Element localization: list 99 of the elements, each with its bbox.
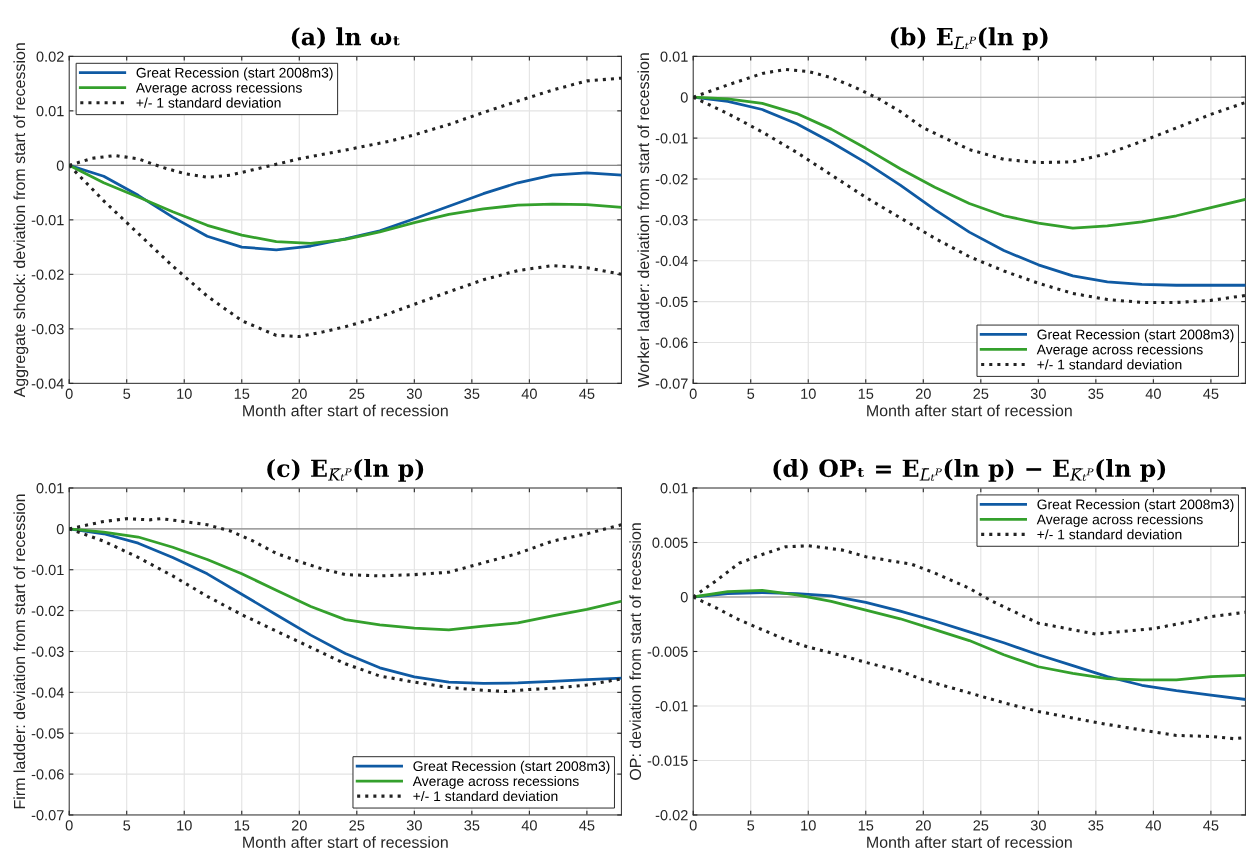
legend-label: +/- 1 standard deviation [136,97,281,108]
x-tick-label: 40 [1145,388,1161,399]
y-tick-label: -0.02 [655,810,688,821]
y-tick-label: 0.01 [660,483,688,494]
x-tick-label: 30 [1030,820,1046,831]
x-tick-label: 15 [858,820,874,831]
y-tick-label: -0.02 [655,174,688,185]
legend-label: Average across recessions [135,82,302,96]
x-tick-label: 5 [747,820,755,831]
y-tick-label: -0.005 [647,646,688,657]
x-axis-title: Month after start of recession [867,404,1072,417]
legend-label: Great Recession (start 2008m3) [1037,329,1234,343]
x-tick-label: 25 [349,820,365,831]
chart-title: (c) E$_{K̄ₜᴾ}$(ln p) [267,458,424,482]
y-axis-title: OP: deviation from start of recession [629,523,642,780]
x-tick-label: 40 [521,820,537,831]
x-tick-label: 20 [915,820,931,831]
y-tick-label: -0.01 [31,214,64,226]
x-tick-label: 0 [689,388,697,399]
legend-label: Average across recessions [412,775,579,789]
y-tick-label: -0.03 [31,323,64,335]
x-tick-label: 45 [579,820,595,831]
legend-label: Great Recession (start 2008m3) [136,67,333,81]
x-tick-label: 5 [123,820,131,831]
y-tick-label: -0.04 [655,255,688,267]
x-tick-label: 25 [973,388,989,399]
x-axis-title: Month after start of recession [243,836,448,848]
x-tick-label: 45 [1203,820,1219,831]
x-tick-label: 15 [858,388,874,399]
x-tick-label: 10 [177,388,192,399]
y-tick-label: 0 [680,92,688,103]
x-tick-label: 10 [801,820,816,831]
x-tick-label: 10 [801,388,816,399]
x-tick-label: 10 [177,820,192,831]
y-tick-label: 0 [56,523,64,535]
y-tick-label: -0.015 [647,755,688,766]
x-tick-label: 15 [234,388,250,399]
x-tick-label: 0 [689,820,697,831]
y-tick-label: 0.005 [652,537,688,548]
x-tick-label: 35 [1088,388,1104,399]
x-tick-label: 45 [1203,388,1219,399]
y-tick-label: 0 [680,592,688,603]
legend-label: +/- 1 standard deviation [1037,359,1182,370]
x-tick-label: 0 [65,388,73,399]
x-tick-label: 20 [291,820,307,831]
chart-title: (d) OPₜ = E$_{L̄ₜᴾ}$(ln p) − E$_{K̄ₜᴾ}$(ln p) [773,458,1166,482]
x-tick-label: 5 [123,388,131,399]
y-tick-label: -0.02 [31,605,64,617]
y-tick-label: -0.04 [31,378,64,389]
y-tick-label: 0.01 [36,105,64,117]
x-tick-label: 5 [747,388,755,399]
y-tick-label: 0.01 [36,483,64,494]
y-tick-label: -0.06 [655,337,688,348]
y-tick-label: 0 [56,160,64,171]
legend-label: +/- 1 standard deviation [1037,529,1182,540]
x-tick-label: 35 [1088,820,1104,831]
y-tick-label: -0.04 [31,687,64,698]
x-axis-title: Month after start of recession [867,836,1072,848]
line-series [693,589,1246,682]
y-tick-label: -0.07 [655,378,688,389]
y-tick-label: -0.06 [31,769,64,780]
y-tick-label: -0.02 [31,269,64,280]
x-axis-title: Month after start of recession [243,404,448,417]
chart-title: (a) ln ωₜ [291,27,400,49]
chart-title: (b) E$_{L̄ₜᴾ}$(ln p) [890,27,1048,51]
x-tick-label: 35 [464,388,480,399]
y-tick-label: -0.01 [655,701,688,712]
x-tick-label: 0 [65,820,73,831]
x-tick-label: 30 [406,388,422,399]
x-tick-label: 30 [1030,388,1046,399]
y-tick-label: 0.01 [660,51,688,62]
y-tick-label: -0.05 [655,296,688,308]
y-axis-title: Aggregate shock: deviation from start of recession [13,43,29,398]
x-tick-label: 40 [521,388,537,399]
y-tick-label: -0.03 [31,646,64,657]
legend-label: Great Recession (start 2008m3) [413,760,610,774]
y-tick-label: -0.05 [31,728,64,739]
y-tick-label: -0.01 [31,564,64,576]
y-tick-label: -0.07 [31,810,64,821]
x-tick-label: 20 [291,388,307,399]
x-tick-label: 20 [915,388,931,399]
y-axis-title: Firm ladder: deviation from start of recession [13,494,26,809]
x-tick-label: 15 [234,820,250,831]
x-tick-label: 40 [1145,820,1161,831]
legend-label: Average across recessions [1036,344,1203,358]
x-tick-label: 45 [579,388,595,399]
legend-label: Average across recessions [1036,514,1203,528]
x-tick-label: 25 [973,820,989,831]
y-tick-label: -0.01 [655,133,688,144]
line-series [693,95,1246,230]
line-series [69,527,622,632]
y-axis-title: Worker ladder: deviation from start of recession [637,53,650,388]
x-tick-label: 35 [464,820,480,831]
legend-label: +/- 1 standard deviation [413,790,558,802]
y-tick-label: 0.02 [36,51,64,62]
x-tick-label: 30 [406,820,422,831]
y-tick-label: -0.03 [655,214,688,226]
x-tick-label: 25 [349,388,365,399]
legend-label: Great Recession (start 2008m3) [1037,499,1234,513]
